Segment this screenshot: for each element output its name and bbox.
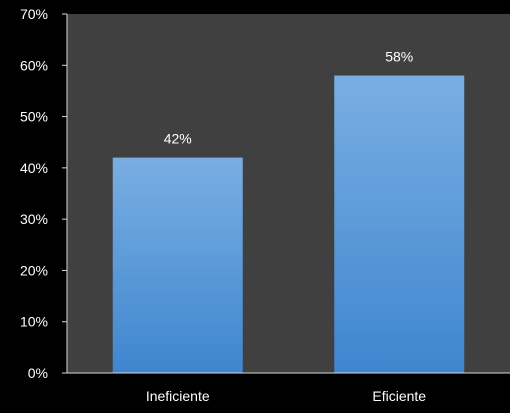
x-tick-label: Eficiente [372, 388, 426, 404]
bar-eficiente [334, 75, 465, 374]
y-tick-label: 20% [20, 262, 48, 278]
y-tick-label: 50% [20, 109, 48, 125]
y-tick-label: 60% [20, 57, 48, 73]
y-tick-label: 30% [20, 211, 48, 227]
y-tick-label: 40% [20, 160, 48, 176]
data-label: 58% [385, 49, 413, 65]
x-tick-label: Ineficiente [146, 388, 210, 404]
bars-layer [112, 75, 465, 374]
y-tick-label: 70% [20, 6, 48, 22]
bar-ineficiente [112, 157, 243, 373]
y-tick-label: 0% [28, 365, 48, 381]
labels-layer: 0% 10% 20% 30% 40% 50% 60% 70% 42% Ineficiente 58%… [20, 6, 426, 404]
y-tick-label: 10% [20, 314, 48, 330]
data-label: 42% [164, 131, 192, 147]
